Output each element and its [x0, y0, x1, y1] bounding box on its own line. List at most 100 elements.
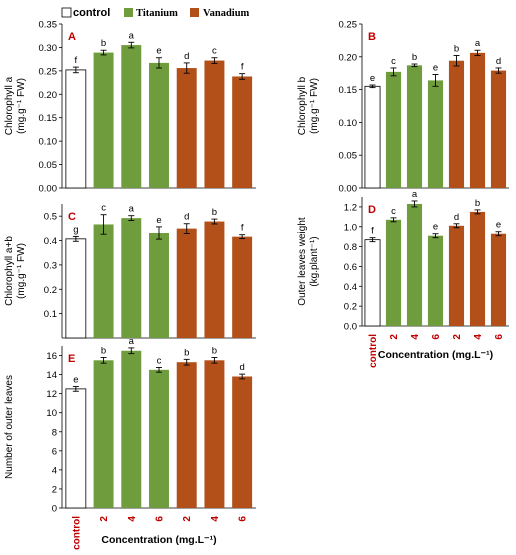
panel-d: 0.0 0.2 0.4 0.6 0.8 1.0 1.2 Outer leaves weight… [297, 189, 509, 368]
significance-letter: c [212, 46, 217, 57]
y-tick-label: 0.00 [39, 184, 58, 195]
significance-letter: b [184, 347, 189, 358]
bar [427, 80, 444, 188]
y-tick-label: 1.2 [344, 202, 357, 213]
bar [406, 65, 423, 188]
y-tick-label: 0.2 [344, 302, 357, 313]
y-tick-label: 0.05 [39, 160, 58, 171]
bar [490, 233, 507, 326]
significance-letter: b [212, 207, 217, 218]
bar [121, 350, 142, 508]
y-axis-title: Chlorophyll a [4, 76, 15, 135]
bar [469, 52, 486, 188]
legend: control Titanium Vanadium [61, 7, 250, 19]
y-tick-label: 0.00 [339, 184, 358, 195]
bar [176, 68, 197, 188]
y-tick-label: 0.3 [44, 260, 57, 271]
y-tick-label: 0.6 [344, 262, 357, 273]
bar [406, 203, 423, 326]
significance-letter: b [454, 43, 459, 54]
bar [176, 228, 197, 338]
panel-b: 0.00 0.05 0.10 0.15 0.20 0.25 Chlorophyll b (mg… [297, 20, 509, 195]
significance-letter: a [412, 189, 418, 200]
y-tick-label: 6 [52, 446, 57, 457]
y-tick-label: 0.15 [39, 113, 58, 124]
panel-label: C [68, 211, 76, 223]
significance-letter: c [101, 203, 106, 214]
significance-letter: d [184, 212, 189, 223]
x-tick-label: control [71, 516, 82, 550]
y-tick-label: 0.25 [339, 20, 358, 31]
y-tick-label: 0.35 [39, 20, 58, 31]
legend-swatch-titanium [124, 8, 133, 17]
x-tick-label: 4 [473, 334, 484, 340]
y-axis-title: (mg.g⁻¹ FW) [16, 243, 27, 299]
significance-letter: d [184, 51, 189, 62]
panel-a: 0.00 0.05 0.10 0.15 0.20 0.25 0.30 0.35 Chloroph… [4, 20, 256, 195]
significance-letter: c [391, 206, 396, 217]
x-tick-label: 2 [389, 334, 400, 340]
significance-letter: e [73, 375, 78, 386]
y-tick-label: 0.20 [339, 52, 358, 63]
bar [176, 362, 197, 508]
bar [65, 388, 87, 509]
bar [93, 224, 114, 338]
bar [469, 211, 486, 326]
significance-letter: b [475, 198, 480, 209]
y-axis-title: (mg.g⁻¹ FW) [309, 78, 320, 134]
y-tick-label: 0.10 [39, 137, 58, 148]
significance-letter: e [496, 220, 501, 231]
legend-label-vanadium: Vanadium [203, 8, 250, 19]
bar [448, 225, 465, 326]
significance-letter: a [129, 204, 135, 215]
panel-label: B [368, 31, 376, 43]
significance-letter: d [496, 56, 501, 67]
y-axis-title: Chlorophyll a+b [4, 236, 15, 306]
bar [65, 69, 87, 189]
bar [121, 45, 142, 189]
significance-letter: c [391, 56, 396, 67]
y-tick-label: 0.05 [339, 151, 358, 162]
bar [149, 232, 169, 338]
y-axis-title: Chlorophyll b [297, 76, 308, 135]
bar [204, 360, 225, 508]
y-axis-title: Number of outer leaves [4, 375, 15, 479]
significance-letter: f [371, 226, 374, 237]
bar [93, 360, 114, 508]
significance-letter: d [239, 362, 244, 373]
y-tick-label: 0.4 [344, 282, 357, 293]
x-tick-label: 6 [155, 516, 166, 522]
y-axis-title: Outer leaves weight [297, 217, 308, 306]
y-tick-label: 0.2 [44, 285, 57, 296]
x-tick-label: 4 [127, 516, 138, 522]
y-tick-label: 0.4 [44, 236, 57, 247]
significance-letter: e [370, 73, 375, 84]
bar [232, 236, 253, 338]
significance-letter: a [129, 336, 135, 347]
x-tick-label: 2 [182, 516, 193, 522]
bar [93, 52, 114, 188]
bar [121, 218, 142, 338]
y-tick-label: 0.10 [339, 118, 358, 129]
significance-letter: b [412, 52, 417, 63]
significance-letter: e [433, 222, 438, 233]
y-tick-label: 0 [52, 504, 57, 515]
bar [204, 221, 225, 338]
bar [427, 235, 444, 326]
bar [385, 219, 402, 326]
x-tick-label: control [368, 334, 379, 368]
significance-letter: e [433, 63, 438, 74]
x-tick-label: 6 [238, 516, 249, 522]
significance-letter: b [212, 345, 217, 356]
y-tick-label: 0.8 [344, 242, 357, 253]
bar [204, 60, 225, 189]
panel-e: 0 2 4 6 8 10 12 14 16 Number of outer leaves Ee con… [4, 336, 256, 550]
significance-letter: f [75, 55, 78, 66]
y-tick-label: 0.0 [344, 322, 357, 333]
y-tick-label: 0.15 [339, 85, 358, 96]
bar [385, 71, 402, 188]
y-tick-label: 16 [46, 351, 57, 362]
bar [490, 70, 507, 188]
x-tick-label: 4 [210, 516, 221, 522]
